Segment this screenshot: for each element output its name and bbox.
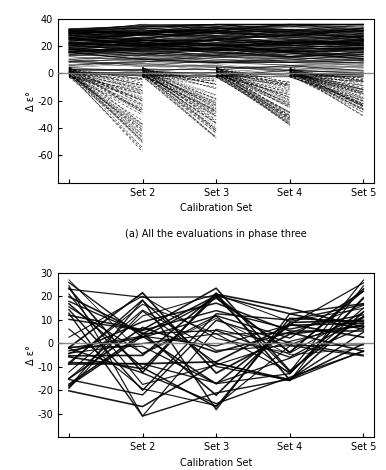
Text: (a) All the evaluations in phase three: (a) All the evaluations in phase three	[125, 229, 307, 239]
X-axis label: Calibration Set: Calibration Set	[180, 457, 252, 468]
X-axis label: Calibration Set: Calibration Set	[180, 203, 252, 213]
Y-axis label: Δ ε°: Δ ε°	[26, 345, 36, 365]
Y-axis label: Δ ε°: Δ ε°	[26, 91, 36, 111]
